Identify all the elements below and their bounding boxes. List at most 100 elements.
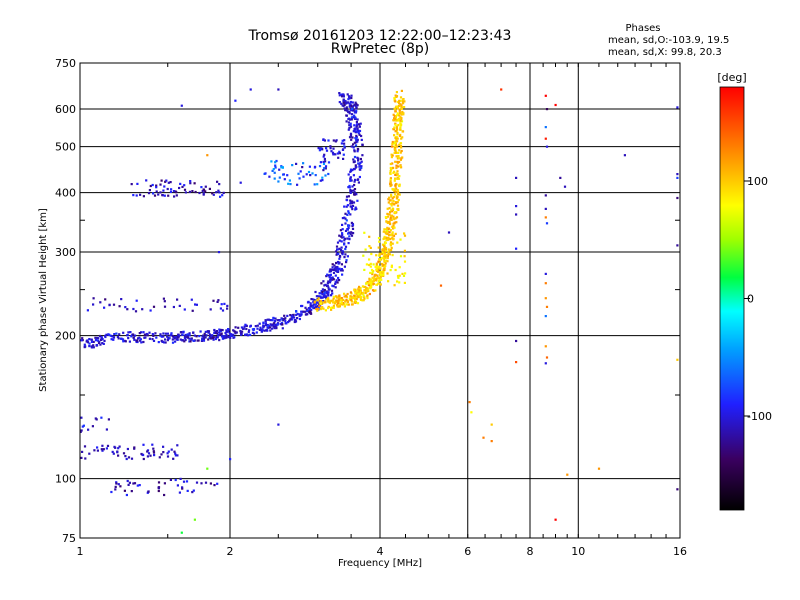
data-point: [322, 280, 325, 283]
data-point: [383, 260, 386, 263]
data-point: [324, 283, 327, 286]
data-point: [287, 182, 290, 185]
data-point: [394, 160, 397, 163]
data-point: [245, 324, 248, 327]
data-point: [389, 166, 392, 170]
data-point: [122, 452, 126, 455]
data-point: [395, 136, 398, 139]
data-point: [325, 275, 328, 278]
data-point: [400, 104, 403, 107]
data-point: [219, 307, 222, 310]
data-point: [394, 148, 397, 151]
data-point: [399, 165, 402, 168]
y-tick-label: 200: [55, 330, 76, 343]
data-point: [296, 312, 299, 316]
data-point: [120, 337, 123, 340]
data-point: [111, 450, 114, 453]
colorbar-tick-label: 100: [747, 175, 768, 188]
data-point: [346, 228, 349, 231]
data-point: [92, 297, 95, 300]
data-point: [401, 272, 404, 275]
data-point: [351, 208, 354, 211]
data-point: [79, 430, 82, 433]
data-point: [113, 333, 116, 336]
data-point: [186, 333, 189, 336]
data-point: [272, 317, 275, 320]
data-point: [318, 149, 321, 152]
data-point: [162, 189, 165, 192]
data-point: [268, 324, 271, 327]
data-point: [334, 282, 337, 285]
data-point: [251, 331, 254, 334]
data-point: [338, 92, 341, 95]
data-point: [256, 327, 259, 330]
data-point: [201, 338, 204, 341]
data-point: [100, 338, 103, 341]
data-point: [384, 228, 387, 231]
data-point: [327, 307, 330, 310]
data-point: [351, 101, 354, 104]
data-point: [151, 333, 154, 336]
data-point: [220, 328, 223, 332]
data-point: [348, 238, 351, 241]
data-point: [240, 326, 243, 329]
data-point: [389, 172, 392, 175]
data-point: [395, 164, 398, 167]
data-point: [402, 274, 406, 277]
data-point: [385, 249, 388, 252]
data-point: [193, 334, 196, 337]
data-point: [398, 99, 401, 102]
y-tick-label: 400: [55, 187, 76, 200]
data-point: [399, 238, 402, 241]
data-point: [193, 182, 196, 185]
data-point: [181, 185, 184, 188]
data-point: [378, 258, 381, 261]
data-point: [386, 212, 389, 215]
data-point: [389, 217, 392, 220]
data-point: [399, 158, 402, 161]
data-point: [223, 302, 226, 305]
data-point: [132, 336, 135, 339]
data-point: [400, 112, 403, 115]
data-point: [389, 218, 392, 221]
data-point: [351, 224, 354, 228]
data-point: [343, 216, 346, 219]
data-point: [185, 480, 189, 483]
data-point: [396, 162, 399, 165]
data-point: [138, 336, 141, 339]
data-point: [153, 194, 157, 197]
data-point: [334, 250, 338, 253]
data-point: [273, 319, 277, 323]
data-point: [176, 454, 179, 457]
data-point: [101, 342, 104, 345]
data-point: [221, 329, 224, 332]
data-point: [347, 121, 350, 124]
data-point: [149, 184, 152, 188]
data-point: [117, 454, 120, 457]
data-point: [392, 195, 396, 199]
colorbar-tick-label: -100: [747, 410, 772, 423]
data-point: [349, 100, 353, 104]
data-point: [393, 221, 396, 224]
data-point: [390, 145, 393, 148]
data-point: [104, 298, 107, 301]
stats-x: mean, sd,X: 99.8, 20.3: [608, 47, 722, 58]
data-point: [191, 309, 194, 312]
data-point: [350, 116, 353, 119]
data-point: [383, 264, 386, 267]
data-point: [390, 265, 393, 269]
data-point: [329, 278, 332, 281]
data-point: [98, 340, 101, 343]
data-point: [383, 235, 386, 238]
data-point: [350, 109, 353, 112]
data-point: [220, 303, 223, 306]
data-point: [272, 168, 275, 171]
data-point: [348, 105, 351, 108]
data-point: [395, 216, 399, 219]
data-point: [358, 163, 361, 166]
data-point: [90, 338, 93, 341]
data-point: [359, 291, 363, 294]
data-point: [335, 279, 338, 282]
data-point: [396, 177, 399, 180]
data-point: [384, 259, 387, 262]
